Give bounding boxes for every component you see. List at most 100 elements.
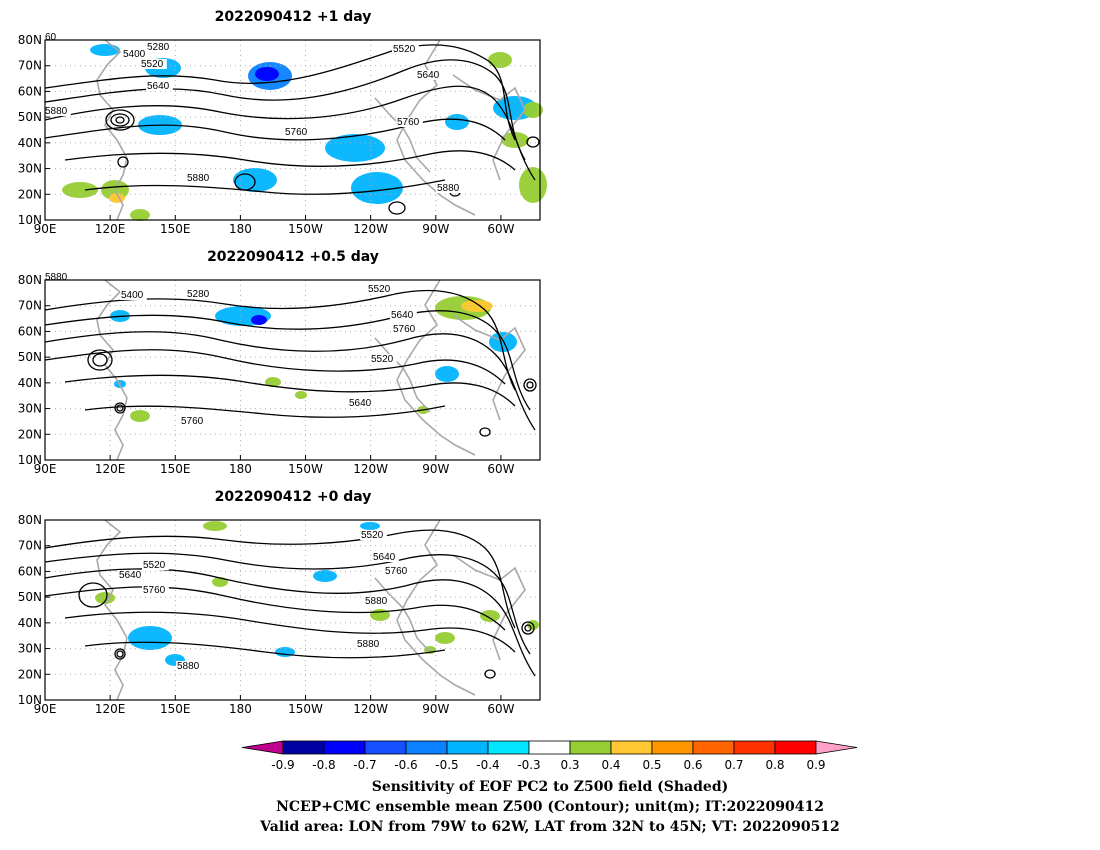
x-axis: 90E 120E 150E 180 150W 120W 90W 60W <box>34 695 515 716</box>
contour-label: 5640 <box>417 70 440 81</box>
contour-label-bg <box>44 272 71 282</box>
sensitivity-patch <box>488 52 512 68</box>
y-tick-label: 80N <box>18 273 42 287</box>
sensitivity-patch <box>130 410 150 422</box>
z500-contour <box>44 349 506 385</box>
caption-line-3: Valid area: LON from 79W to 62W, LAT fro… <box>259 819 840 835</box>
z500-contour <box>64 611 516 653</box>
contour-label-bg <box>120 290 147 300</box>
sensitivity-patch <box>251 315 267 325</box>
z500-contour <box>64 374 516 407</box>
colorbar: -0.9 -0.8 -0.7 -0.6 -0.5 -0.4 -0.3 0.3 0.4 0.5 0.6… <box>241 740 858 772</box>
coastline <box>96 39 128 221</box>
contour-label: 5520 <box>371 354 394 365</box>
contour-label: 5880 <box>45 106 68 117</box>
colorbar-label: -0.5 <box>435 758 458 772</box>
x-tick-label: 60W <box>487 222 514 236</box>
x-tick-label: 60W <box>487 462 514 476</box>
z500-contours <box>44 289 537 437</box>
contour-label: 5400 <box>121 290 144 301</box>
contour-label-bg <box>44 106 71 116</box>
colorbar-box <box>323 740 366 755</box>
contour-label-bg <box>118 570 145 580</box>
contour-label: 5520 <box>143 560 166 571</box>
z500-contour <box>84 641 446 659</box>
colorbar-label: 0.7 <box>724 758 743 772</box>
contour-label: 5880 <box>437 183 460 194</box>
x-axis: 90E 120E 150E 180 150W 120W 90W 60W <box>34 455 515 476</box>
contour-label-bg <box>176 661 203 671</box>
x-tick-label: 150W <box>288 462 323 476</box>
contour-label: 5760 <box>385 566 408 577</box>
contour-label: 5640 <box>373 552 396 563</box>
contour-label-bg <box>146 42 173 52</box>
z500-closed-contour <box>526 136 540 148</box>
contour-label: 5880 <box>177 661 200 672</box>
z500-closed-contour <box>116 404 124 412</box>
contour-label-bg <box>140 59 167 69</box>
plot-frame <box>44 39 541 221</box>
contour-label-bg <box>142 585 169 595</box>
z500-closed-contour <box>105 109 135 131</box>
sensitivity-patch <box>351 172 403 204</box>
contour-label-bg <box>367 284 394 294</box>
colorbar-label: -0.6 <box>394 758 417 772</box>
coastline <box>374 337 431 413</box>
z500-contour <box>44 552 531 655</box>
contour-label: 5640 <box>147 81 170 92</box>
colorbar-label: -0.9 <box>271 758 294 772</box>
contour-label-bg <box>360 530 387 540</box>
sensitivity-patch <box>523 102 543 118</box>
colorbar-box <box>528 740 571 755</box>
coastline <box>452 314 526 421</box>
plot-frame <box>44 519 541 701</box>
contour-label-bg <box>348 398 375 408</box>
x-tick-label: 150E <box>160 222 191 236</box>
colorbar-arrow-low <box>241 740 284 755</box>
y-tick-label: 40N <box>18 136 42 150</box>
plot-frame <box>44 279 541 461</box>
y-tick-label: 40N <box>18 376 42 390</box>
panel-1: 2022090412 +1 day 5280540055205640576058… <box>18 9 547 236</box>
z500-closed-contour <box>524 624 532 632</box>
colorbar-label: 0.5 <box>642 758 661 772</box>
y-axis: 80N 70N 60N 50N 40N 30N 20N 10N <box>18 513 50 707</box>
x-tick-label: 180 <box>229 462 252 476</box>
x-tick-label: 150E <box>160 462 191 476</box>
sensitivity-shading <box>110 296 517 422</box>
y-tick-label: 20N <box>18 427 42 441</box>
contour-label-bg <box>390 310 417 320</box>
z500-closed-contour <box>234 173 256 191</box>
y-tick-label: 10N <box>18 453 42 467</box>
contour-label: 5520 <box>393 44 416 55</box>
y-tick-label: 20N <box>18 667 42 681</box>
panel-title: 2022090412 +0.5 day <box>207 249 379 265</box>
coastline <box>374 577 431 653</box>
sensitivity-patch <box>90 44 120 56</box>
y-tick-label: 60N <box>18 324 42 338</box>
sensitivity-patch <box>295 391 307 399</box>
coastline <box>396 519 476 696</box>
x-tick-label: 90E <box>34 222 57 236</box>
x-tick-label: 60W <box>487 702 514 716</box>
contour-label-bg <box>384 566 411 576</box>
z500-closed-contour <box>117 156 129 168</box>
contour-label: 5640 <box>391 310 414 321</box>
colorbar-arrow-high <box>815 740 858 755</box>
panel-title: 2022090412 +0 day <box>215 489 372 505</box>
z500-closed-contour <box>526 381 534 389</box>
y-tick-label: 70N <box>18 59 42 73</box>
contour-label-bg <box>370 354 397 364</box>
colorbar-box <box>774 740 817 755</box>
contour-label: 5520 <box>361 530 384 541</box>
sensitivity-patch <box>435 366 459 382</box>
colorbar-label: -0.7 <box>353 758 376 772</box>
x-tick-label: 150W <box>288 702 323 716</box>
contour-label-bg <box>396 117 423 127</box>
x-tick-label: 180 <box>229 222 252 236</box>
contour-label-bg <box>284 127 311 137</box>
contour-label: 5880 <box>357 639 380 650</box>
colorbar-box <box>282 740 325 755</box>
z500-contour <box>44 310 531 411</box>
z500-closed-contour <box>114 402 126 414</box>
